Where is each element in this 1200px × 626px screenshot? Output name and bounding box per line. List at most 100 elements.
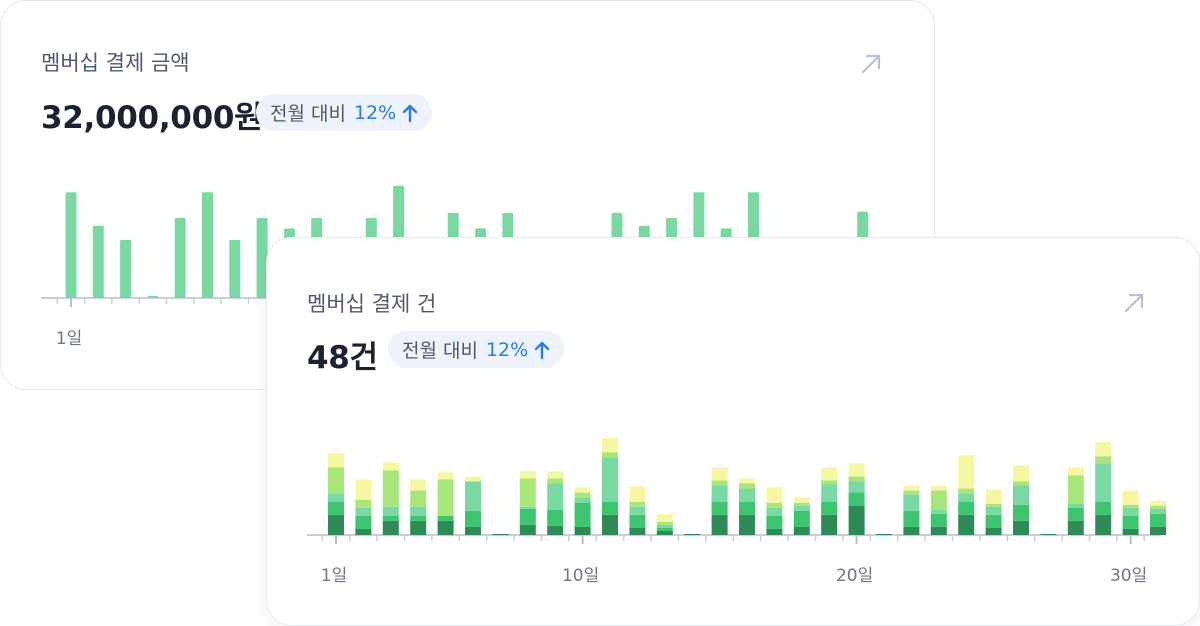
bar-segment xyxy=(1095,463,1112,502)
bar-segment xyxy=(602,514,618,535)
bar-segment xyxy=(656,530,673,535)
bar-segment xyxy=(766,515,783,529)
bar-segment xyxy=(602,501,618,515)
bar-segment xyxy=(958,501,975,515)
change-badge: 전월 대비 12% xyxy=(256,94,433,131)
card-title: 멤버십 결제 건 xyxy=(307,292,437,316)
bar-segment xyxy=(1122,528,1139,535)
bar-segment xyxy=(574,502,591,527)
bar xyxy=(65,192,77,298)
bar-segment xyxy=(1095,514,1112,535)
bar-segment xyxy=(355,507,372,516)
bar-segment xyxy=(629,514,646,528)
bar-segment xyxy=(574,497,591,503)
bar-segment xyxy=(1013,520,1029,535)
bar-segment xyxy=(355,499,372,508)
bar-segment xyxy=(1122,507,1139,516)
bar-segment xyxy=(1095,456,1112,464)
bar-segment xyxy=(711,514,728,535)
bar-segment xyxy=(437,520,454,535)
bar-segment xyxy=(465,510,481,527)
bar-segment xyxy=(903,490,920,495)
bar-segment xyxy=(848,476,865,482)
x-tick-label: 1일 xyxy=(321,566,347,586)
bar-segment xyxy=(656,524,673,528)
card-value: 32,000,000원 xyxy=(41,100,263,136)
bar-segment xyxy=(629,501,646,507)
expand-arrow-icon[interactable] xyxy=(1123,292,1145,314)
bar-segment xyxy=(821,480,838,485)
bar-segment xyxy=(985,514,1002,528)
bar-segment xyxy=(1040,533,1057,535)
bar-segment xyxy=(930,513,947,527)
bar-segment xyxy=(328,501,344,515)
x-tick-label: 1일 xyxy=(56,329,82,349)
bar-segment xyxy=(766,507,783,516)
bar-segment xyxy=(985,506,1002,515)
bar-segment xyxy=(656,513,673,522)
bar-segment xyxy=(1013,465,1029,482)
bar-segment xyxy=(739,478,755,484)
bar-segment xyxy=(848,481,865,493)
bar-segment xyxy=(602,457,618,502)
bar-segment xyxy=(328,453,344,468)
bar-segment xyxy=(382,515,399,521)
bar-segment xyxy=(519,506,536,509)
bar-segment xyxy=(328,514,344,535)
bar-segment xyxy=(958,514,975,535)
bar-segment xyxy=(1150,508,1166,514)
bar-segment xyxy=(1150,513,1166,527)
bar-segment xyxy=(574,492,591,498)
bar-segment xyxy=(1013,481,1029,486)
badge-change: 12% xyxy=(485,338,529,361)
bar-segment xyxy=(602,452,618,458)
bar-segment xyxy=(1122,515,1139,529)
bar-segment xyxy=(958,488,975,494)
bar xyxy=(202,192,213,298)
bar-segment xyxy=(958,455,975,489)
bar-segment xyxy=(547,509,564,526)
bar-segment xyxy=(793,526,810,535)
bar-segment xyxy=(574,487,591,493)
bar-segment xyxy=(465,526,481,535)
bar-segment xyxy=(985,527,1002,535)
bar-segment xyxy=(547,471,564,479)
badge-label: 전월 대비 xyxy=(402,340,478,362)
bar-segment xyxy=(930,490,947,510)
bar-segment xyxy=(711,480,728,486)
bar-segment xyxy=(848,492,865,506)
bar-segment xyxy=(985,489,1002,504)
bar-segment xyxy=(574,526,591,535)
bar-segment xyxy=(519,478,536,507)
bar-segment xyxy=(793,505,810,511)
bar-segment xyxy=(410,479,427,491)
bar-segment xyxy=(355,515,372,529)
bar-segment xyxy=(355,528,372,535)
bar-segment xyxy=(547,483,564,510)
bar-segment xyxy=(465,476,481,482)
bar-segment xyxy=(1122,504,1139,508)
bar-segment xyxy=(437,479,454,516)
expand-arrow-icon[interactable] xyxy=(860,53,882,75)
bar-segment xyxy=(711,485,728,502)
bar-segment xyxy=(519,471,536,479)
bar xyxy=(147,296,159,298)
bar xyxy=(174,218,186,298)
bar xyxy=(256,218,268,298)
bar-segment xyxy=(930,526,947,535)
bar-segment xyxy=(821,467,838,481)
bar-segment xyxy=(629,506,646,515)
bar-segment xyxy=(876,533,892,535)
bar-segment xyxy=(1150,526,1166,535)
bar-segment xyxy=(382,520,399,535)
bar-segment xyxy=(1122,490,1139,505)
bar-segment xyxy=(930,509,947,514)
bar-segment xyxy=(547,525,564,535)
bar-segment xyxy=(821,514,838,535)
bar-segment xyxy=(821,501,838,515)
x-tick-label: 10일 xyxy=(562,566,599,586)
bar-segment xyxy=(903,485,920,491)
bar-segment xyxy=(903,510,920,527)
bar-segment xyxy=(1013,485,1029,505)
bar xyxy=(120,239,132,298)
